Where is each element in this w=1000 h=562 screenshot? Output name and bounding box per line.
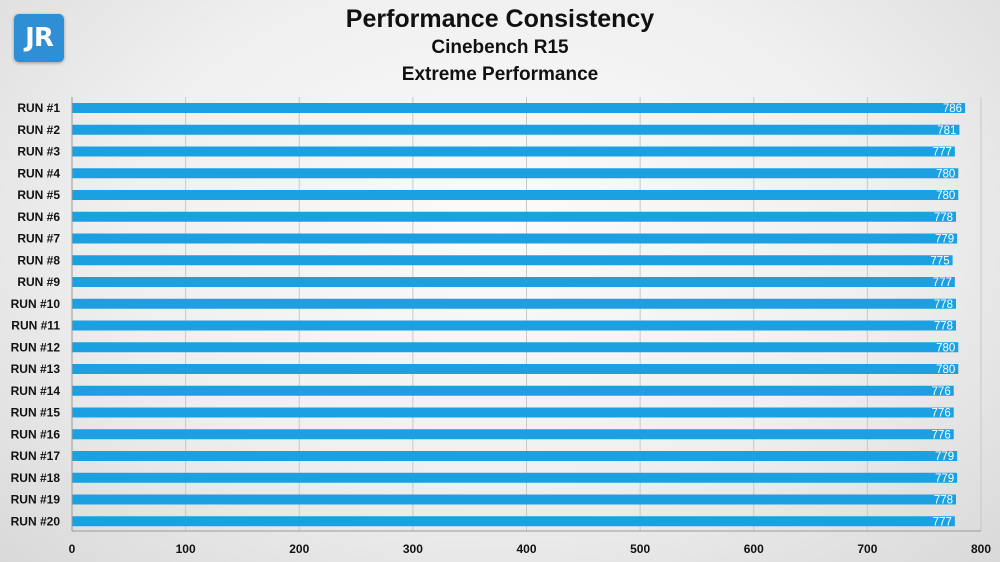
bar-18 xyxy=(72,472,958,483)
value-label-17: 779 xyxy=(935,451,954,463)
bar-11 xyxy=(72,320,957,331)
value-label-20: 777 xyxy=(933,516,952,528)
x-tick-label-0: 0 xyxy=(69,542,76,556)
bar-20 xyxy=(72,516,955,527)
category-label-12: RUN #12 xyxy=(11,340,61,354)
bar-10 xyxy=(72,298,957,309)
bar-1 xyxy=(72,103,966,113)
value-label-4: 780 xyxy=(936,168,955,180)
category-label-18: RUN #18 xyxy=(11,471,61,485)
category-label-5: RUN #5 xyxy=(17,188,60,202)
value-label-14: 776 xyxy=(932,386,951,398)
value-label-5: 780 xyxy=(936,190,955,202)
category-label-10: RUN #10 xyxy=(11,297,61,311)
bar-6 xyxy=(72,211,957,222)
chart-subtitle: Cinebench R15 xyxy=(431,37,569,58)
value-label-19: 778 xyxy=(934,495,953,507)
value-label-7: 779 xyxy=(935,234,954,246)
category-label-2: RUN #2 xyxy=(17,123,60,137)
category-label-19: RUN #19 xyxy=(11,493,61,507)
x-tick-label-4: 400 xyxy=(516,542,536,556)
value-label-3: 777 xyxy=(933,147,952,159)
value-label-15: 776 xyxy=(932,408,951,420)
logo-text: JR xyxy=(25,23,54,53)
value-label-12: 780 xyxy=(936,342,955,354)
bar-15 xyxy=(72,407,954,418)
value-label-10: 778 xyxy=(934,299,953,311)
bar-17 xyxy=(72,451,958,461)
bar-2 xyxy=(72,124,960,135)
value-label-6: 778 xyxy=(934,212,953,224)
bar-12 xyxy=(72,342,959,353)
chart-titles: Performance Consistency Cinebench R15 Ex… xyxy=(0,4,1000,88)
bar-13 xyxy=(72,364,959,374)
category-label-17: RUN #17 xyxy=(11,449,61,463)
category-label-11: RUN #11 xyxy=(11,319,60,333)
value-label-13: 780 xyxy=(936,364,955,376)
category-label-9: RUN #9 xyxy=(17,275,60,289)
category-label-13: RUN #13 xyxy=(11,362,61,376)
bar-7 xyxy=(72,233,958,244)
bar-16 xyxy=(72,429,954,440)
value-label-16: 776 xyxy=(932,429,951,441)
x-tick-label-1: 100 xyxy=(176,542,196,556)
x-tick-label-6: 600 xyxy=(744,542,764,556)
bar-4 xyxy=(72,168,959,179)
category-label-7: RUN #7 xyxy=(17,232,60,246)
bar-9 xyxy=(72,277,955,287)
value-label-1: 786 xyxy=(943,103,962,115)
category-label-16: RUN #16 xyxy=(11,427,61,441)
bar-19 xyxy=(72,494,957,505)
bar-5 xyxy=(72,190,959,200)
bar-8 xyxy=(72,255,953,266)
x-tick-label-2: 200 xyxy=(289,542,309,556)
value-label-8: 775 xyxy=(930,255,949,267)
category-label-14: RUN #14 xyxy=(11,384,61,398)
x-tick-label-5: 500 xyxy=(630,542,650,556)
x-tick-label-7: 700 xyxy=(857,542,877,556)
category-label-3: RUN #3 xyxy=(17,145,60,159)
category-label-4: RUN #4 xyxy=(17,166,60,180)
value-label-2: 781 xyxy=(937,125,956,137)
x-tick-label-8: 800 xyxy=(971,542,991,556)
category-label-6: RUN #6 xyxy=(17,210,60,224)
value-label-9: 777 xyxy=(933,277,952,289)
bar-3 xyxy=(72,146,955,157)
category-label-20: RUN #20 xyxy=(11,514,61,528)
logo: JR xyxy=(14,14,64,62)
bar-14 xyxy=(72,385,954,396)
chart-subtitle-2: Extreme Performance xyxy=(401,64,599,85)
category-label-15: RUN #15 xyxy=(11,406,61,420)
x-tick-label-3: 300 xyxy=(403,542,423,556)
value-label-11: 778 xyxy=(934,321,953,333)
value-label-18: 779 xyxy=(935,473,954,485)
chart-title: Performance Consistency xyxy=(345,5,655,33)
category-label-1: RUN #1 xyxy=(17,101,60,115)
category-label-8: RUN #8 xyxy=(17,253,60,267)
